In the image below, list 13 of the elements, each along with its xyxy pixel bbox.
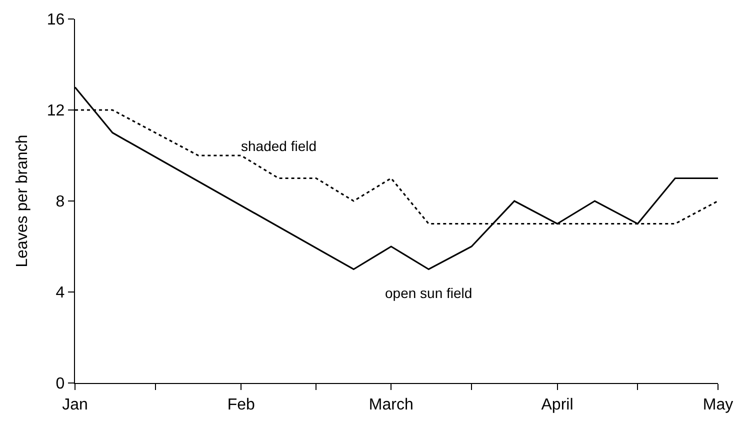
y-tick-label: 4	[56, 284, 65, 302]
x-tick-label: Jan	[62, 396, 88, 414]
y-tick-label: 8	[56, 194, 65, 211]
series-label: open sun field	[385, 285, 472, 301]
x-tick-label: May	[702, 396, 734, 414]
y-axis-title: Leaves per branch	[14, 134, 31, 268]
x-tick-label: Feb	[227, 396, 255, 414]
y-tick-label: 16	[46, 12, 65, 29]
y-tick-label: 0	[56, 376, 65, 393]
x-tick-label: March	[368, 396, 414, 414]
series-label: shaded field	[241, 138, 317, 154]
y-tick-label: 12	[46, 102, 65, 120]
x-tick-label: April	[541, 396, 574, 414]
